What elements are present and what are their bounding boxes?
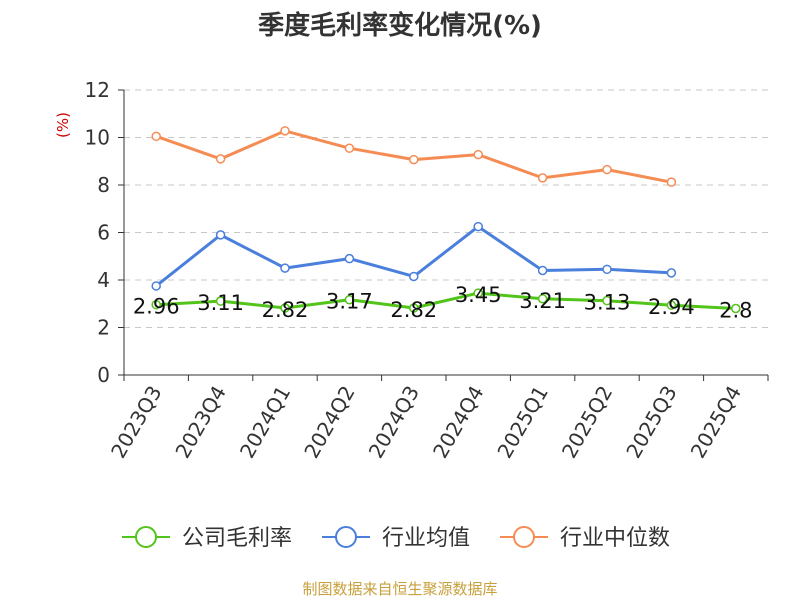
legend[interactable]: 公司毛利率 行业均值 行业中位数	[122, 526, 670, 551]
data-labels: 2.96 3.11 2.82 3.17 2.82 3.45 3.21 3.13 2.94 2.8	[133, 283, 753, 322]
data-label: 3.45	[455, 283, 502, 307]
legend-marker	[335, 526, 357, 548]
data-point	[409, 154, 419, 165]
y-tick-labels: 0 2 4 6 8 10 12	[85, 78, 110, 387]
data-point	[666, 300, 677, 310]
x-tick-labels: 2023Q3 2023Q4 2024Q1 2024Q2 2024Q3 2024Q4 2025…	[106, 382, 746, 463]
axes	[118, 89, 769, 381]
x-tick-label: 2025Q3	[621, 382, 681, 463]
data-point	[280, 303, 290, 313]
data-point	[602, 164, 612, 175]
y-tick-label: 10	[85, 126, 110, 150]
series-line-1	[156, 291, 736, 310]
data-label: 3.21	[519, 289, 566, 313]
data-point	[215, 154, 226, 164]
legend-label: 行业中位数	[560, 526, 670, 551]
y-axis-label: (%)	[54, 112, 72, 138]
data-point	[473, 149, 483, 160]
data-point	[215, 230, 226, 240]
data-point	[602, 295, 612, 306]
data-point	[666, 177, 677, 187]
legend-item-1[interactable]: 公司毛利率	[122, 526, 292, 551]
data-point	[344, 253, 355, 264]
y-tick-label: 2	[97, 316, 110, 340]
legend-item-2[interactable]: 行业均值	[322, 526, 470, 551]
y-tick-label: 6	[97, 221, 110, 245]
data-point	[151, 131, 161, 142]
data-label: 2.8	[719, 299, 752, 323]
data-point	[151, 281, 161, 291]
data-label: 2.82	[390, 298, 437, 322]
data-label: 2.96	[133, 295, 180, 319]
x-tick-label: 2025Q4	[686, 382, 746, 463]
y-tick-label: 12	[85, 78, 110, 102]
data-point	[537, 173, 548, 183]
x-tick-label: 2023Q3	[106, 382, 166, 463]
legend-marker	[135, 526, 157, 548]
data-point	[537, 294, 548, 304]
data-point	[473, 288, 483, 298]
data-label: 2.94	[648, 295, 695, 319]
data-label: 2.82	[262, 298, 309, 322]
gridlines	[124, 89, 768, 328]
data-point	[215, 296, 226, 306]
data-point	[151, 299, 161, 310]
y-tick-label: 0	[97, 363, 110, 387]
source-note: 制图数据来自恒生聚源数据库	[302, 580, 497, 598]
data-point	[409, 303, 419, 313]
x-tick-label: 2024Q4	[428, 382, 488, 463]
data-point	[473, 221, 483, 232]
x-tick-label: 2024Q3	[364, 382, 424, 463]
x-tick-label: 2025Q1	[492, 382, 552, 463]
data-point	[409, 271, 419, 282]
series-group	[151, 126, 741, 314]
data-point	[280, 126, 290, 136]
data-point	[537, 265, 548, 276]
legend-item-3[interactable]: 行业中位数	[500, 526, 670, 551]
data-label: 3.11	[197, 291, 244, 315]
data-point	[344, 143, 355, 153]
legend-label: 公司毛利率	[182, 526, 292, 551]
x-tick-label: 2023Q4	[170, 382, 230, 463]
data-label: 3.17	[326, 290, 373, 314]
data-point	[666, 268, 677, 278]
y-tick-label: 4	[97, 268, 110, 292]
legend-label: 行业均值	[382, 526, 470, 551]
y-tick-label: 8	[97, 173, 110, 197]
data-point	[344, 294, 355, 305]
data-point	[731, 303, 741, 314]
legend-marker	[513, 526, 535, 548]
chart-title: 季度毛利率变化情况(%)	[258, 10, 542, 41]
data-point	[280, 263, 290, 273]
x-tick-label: 2024Q2	[299, 382, 359, 463]
data-label: 3.13	[584, 291, 631, 315]
data-point	[602, 264, 612, 275]
x-tick-label: 2025Q2	[557, 382, 617, 463]
x-tick-label: 2024Q1	[235, 382, 295, 463]
